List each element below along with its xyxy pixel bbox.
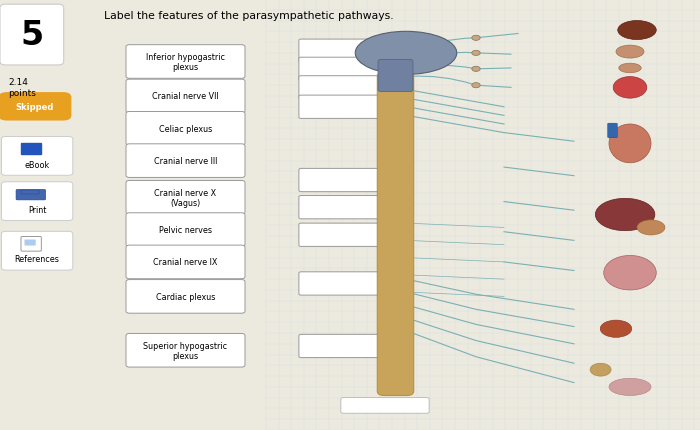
- FancyBboxPatch shape: [126, 280, 245, 313]
- Text: 5: 5: [20, 19, 44, 52]
- Circle shape: [472, 83, 480, 89]
- Circle shape: [472, 51, 480, 56]
- FancyBboxPatch shape: [299, 272, 380, 295]
- Ellipse shape: [603, 256, 657, 290]
- FancyBboxPatch shape: [299, 40, 380, 63]
- FancyBboxPatch shape: [16, 190, 46, 200]
- FancyBboxPatch shape: [608, 124, 617, 138]
- Text: Cranial nerve VII: Cranial nerve VII: [152, 92, 219, 101]
- Text: References: References: [15, 255, 60, 264]
- Ellipse shape: [355, 32, 456, 75]
- FancyBboxPatch shape: [21, 144, 41, 155]
- Text: eBook: eBook: [25, 160, 50, 169]
- FancyBboxPatch shape: [299, 77, 380, 100]
- FancyBboxPatch shape: [0, 93, 71, 121]
- Text: Superior hypogastric
plexus: Superior hypogastric plexus: [144, 341, 228, 360]
- FancyBboxPatch shape: [299, 96, 380, 119]
- Text: Print: Print: [28, 206, 46, 214]
- FancyBboxPatch shape: [378, 60, 413, 92]
- FancyBboxPatch shape: [126, 213, 245, 247]
- Text: Label the features of the parasympathetic pathways.: Label the features of the parasympatheti…: [104, 10, 393, 21]
- Text: Celiac plexus: Celiac plexus: [159, 125, 212, 133]
- Ellipse shape: [609, 125, 651, 163]
- Text: Cranial nerve X
(Vagus): Cranial nerve X (Vagus): [155, 188, 216, 208]
- FancyBboxPatch shape: [126, 112, 245, 146]
- Text: Pelvic nerves: Pelvic nerves: [159, 226, 212, 234]
- Ellipse shape: [609, 378, 651, 396]
- FancyBboxPatch shape: [299, 196, 380, 219]
- Ellipse shape: [617, 22, 657, 40]
- FancyBboxPatch shape: [1, 137, 73, 176]
- FancyBboxPatch shape: [21, 237, 41, 252]
- Text: Skipped: Skipped: [16, 103, 54, 111]
- FancyBboxPatch shape: [126, 334, 245, 367]
- Ellipse shape: [619, 64, 641, 74]
- Text: 2.14
points: 2.14 points: [8, 77, 36, 98]
- FancyBboxPatch shape: [25, 240, 36, 246]
- Ellipse shape: [601, 320, 631, 338]
- Ellipse shape: [613, 77, 647, 99]
- Text: Cranial nerve IX: Cranial nerve IX: [153, 258, 218, 267]
- Text: Cardiac plexus: Cardiac plexus: [156, 292, 215, 301]
- Ellipse shape: [590, 363, 611, 376]
- Ellipse shape: [595, 199, 655, 231]
- Circle shape: [472, 67, 480, 72]
- Circle shape: [472, 36, 480, 41]
- FancyBboxPatch shape: [299, 169, 380, 192]
- Text: Cranial nerve III: Cranial nerve III: [154, 157, 217, 166]
- Text: Inferior hypogastric
plexus: Inferior hypogastric plexus: [146, 52, 225, 72]
- FancyBboxPatch shape: [126, 246, 245, 279]
- FancyBboxPatch shape: [299, 58, 380, 81]
- FancyBboxPatch shape: [377, 73, 414, 396]
- Ellipse shape: [637, 221, 665, 236]
- FancyBboxPatch shape: [21, 190, 39, 194]
- FancyBboxPatch shape: [1, 182, 73, 221]
- FancyBboxPatch shape: [299, 224, 380, 247]
- FancyBboxPatch shape: [0, 5, 64, 66]
- FancyBboxPatch shape: [126, 80, 245, 114]
- Ellipse shape: [616, 46, 644, 59]
- FancyBboxPatch shape: [126, 46, 245, 79]
- FancyBboxPatch shape: [126, 144, 245, 178]
- FancyBboxPatch shape: [1, 232, 73, 270]
- FancyBboxPatch shape: [126, 181, 245, 215]
- FancyBboxPatch shape: [341, 398, 429, 413]
- FancyBboxPatch shape: [299, 335, 380, 358]
